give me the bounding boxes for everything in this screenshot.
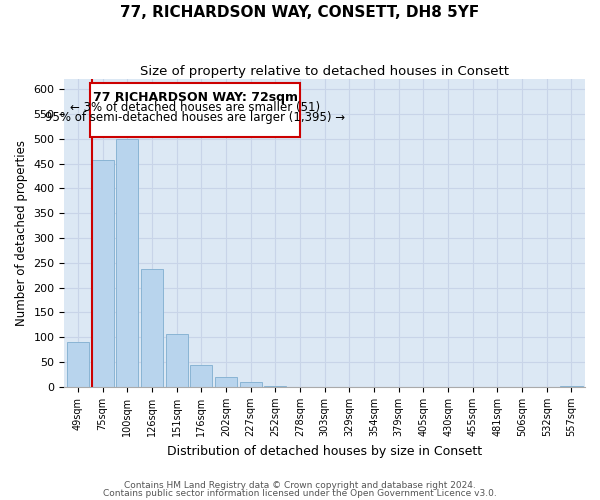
- Text: 95% of semi-detached houses are larger (1,395) →: 95% of semi-detached houses are larger (…: [45, 111, 345, 124]
- Bar: [92, 160, 114, 387]
- Y-axis label: Number of detached properties: Number of detached properties: [15, 140, 28, 326]
- Bar: [166, 334, 188, 387]
- Text: Contains HM Land Registry data © Crown copyright and database right 2024.: Contains HM Land Registry data © Crown c…: [124, 481, 476, 490]
- Text: 77, RICHARDSON WAY, CONSETT, DH8 5YF: 77, RICHARDSON WAY, CONSETT, DH8 5YF: [121, 5, 479, 20]
- Bar: [239, 382, 262, 387]
- Bar: [215, 377, 237, 387]
- Bar: [67, 342, 89, 387]
- Text: Contains public sector information licensed under the Open Government Licence v3: Contains public sector information licen…: [103, 488, 497, 498]
- Bar: [190, 364, 212, 387]
- Bar: [91, 82, 300, 137]
- X-axis label: Distribution of detached houses by size in Consett: Distribution of detached houses by size …: [167, 444, 482, 458]
- Title: Size of property relative to detached houses in Consett: Size of property relative to detached ho…: [140, 65, 509, 78]
- Bar: [116, 138, 139, 387]
- Text: ← 3% of detached houses are smaller (51): ← 3% of detached houses are smaller (51): [70, 101, 320, 114]
- Bar: [264, 386, 286, 387]
- Text: 77 RICHARDSON WAY: 72sqm: 77 RICHARDSON WAY: 72sqm: [92, 91, 298, 104]
- Bar: [141, 270, 163, 387]
